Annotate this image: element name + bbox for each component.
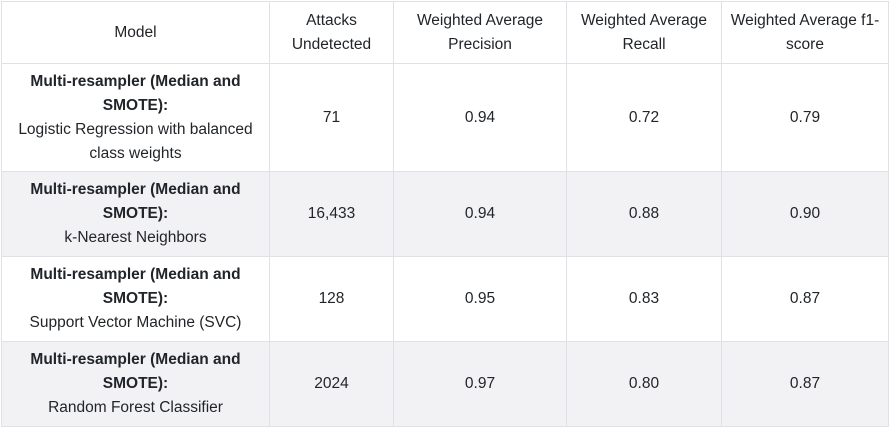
recall-cell: 0.83 xyxy=(566,256,722,342)
resampler-label: Multi-resampler (Median and SMOTE): xyxy=(30,181,241,222)
model-cell: Multi-resampler (Median and SMOTE): Logi… xyxy=(1,63,270,172)
attacks-undetected-cell: 16,433 xyxy=(269,171,394,257)
f1-score-cell: 0.87 xyxy=(721,341,889,427)
resampler-label: Multi-resampler (Median and SMOTE): xyxy=(30,266,241,307)
table-row: Multi-resampler (Median and SMOTE): Supp… xyxy=(1,256,889,342)
model-cell: Multi-resampler (Median and SMOTE): Supp… xyxy=(1,256,270,342)
attacks-undetected-cell: 128 xyxy=(269,256,394,342)
resampler-label: Multi-resampler (Median and SMOTE): xyxy=(30,72,241,114)
recall-cell: 0.88 xyxy=(566,171,722,257)
precision-cell: 0.94 xyxy=(393,171,567,257)
header-attacks-undetected: Attacks Undetected xyxy=(269,1,394,64)
model-cell: Multi-resampler (Median and SMOTE): k-Ne… xyxy=(1,171,270,257)
resampler-label: Multi-resampler (Median and SMOTE): xyxy=(30,351,241,392)
table-row: Multi-resampler (Median and SMOTE): k-Ne… xyxy=(1,171,889,257)
precision-cell: 0.97 xyxy=(393,341,567,427)
precision-cell: 0.95 xyxy=(393,256,567,342)
header-weighted-average-f1-score: Weighted Average f1-score xyxy=(721,1,889,64)
recall-cell: 0.80 xyxy=(566,341,722,427)
table-row: Multi-resampler (Median and SMOTE): Rand… xyxy=(1,341,889,427)
header-weighted-average-precision: Weighted Average Precision xyxy=(393,1,567,64)
f1-score-cell: 0.87 xyxy=(721,256,889,342)
model-name: Logistic Regression with balanced class … xyxy=(18,120,253,162)
f1-score-cell: 0.90 xyxy=(721,171,889,257)
header-row: Model Attacks Undetected Weighted Averag… xyxy=(1,1,889,64)
model-name: Support Vector Machine (SVC) xyxy=(29,314,242,331)
header-weighted-average-recall: Weighted Average Recall xyxy=(566,1,722,64)
recall-cell: 0.72 xyxy=(566,63,722,172)
attacks-undetected-cell: 71 xyxy=(269,63,394,172)
precision-cell: 0.94 xyxy=(393,63,567,172)
model-name: Random Forest Classifier xyxy=(48,399,223,416)
table-row: Multi-resampler (Median and SMOTE): Logi… xyxy=(1,63,889,172)
attacks-undetected-cell: 2024 xyxy=(269,341,394,427)
header-model: Model xyxy=(1,1,270,64)
model-name: k-Nearest Neighbors xyxy=(64,229,207,246)
model-cell: Multi-resampler (Median and SMOTE): Rand… xyxy=(1,341,270,427)
f1-score-cell: 0.79 xyxy=(721,63,889,172)
